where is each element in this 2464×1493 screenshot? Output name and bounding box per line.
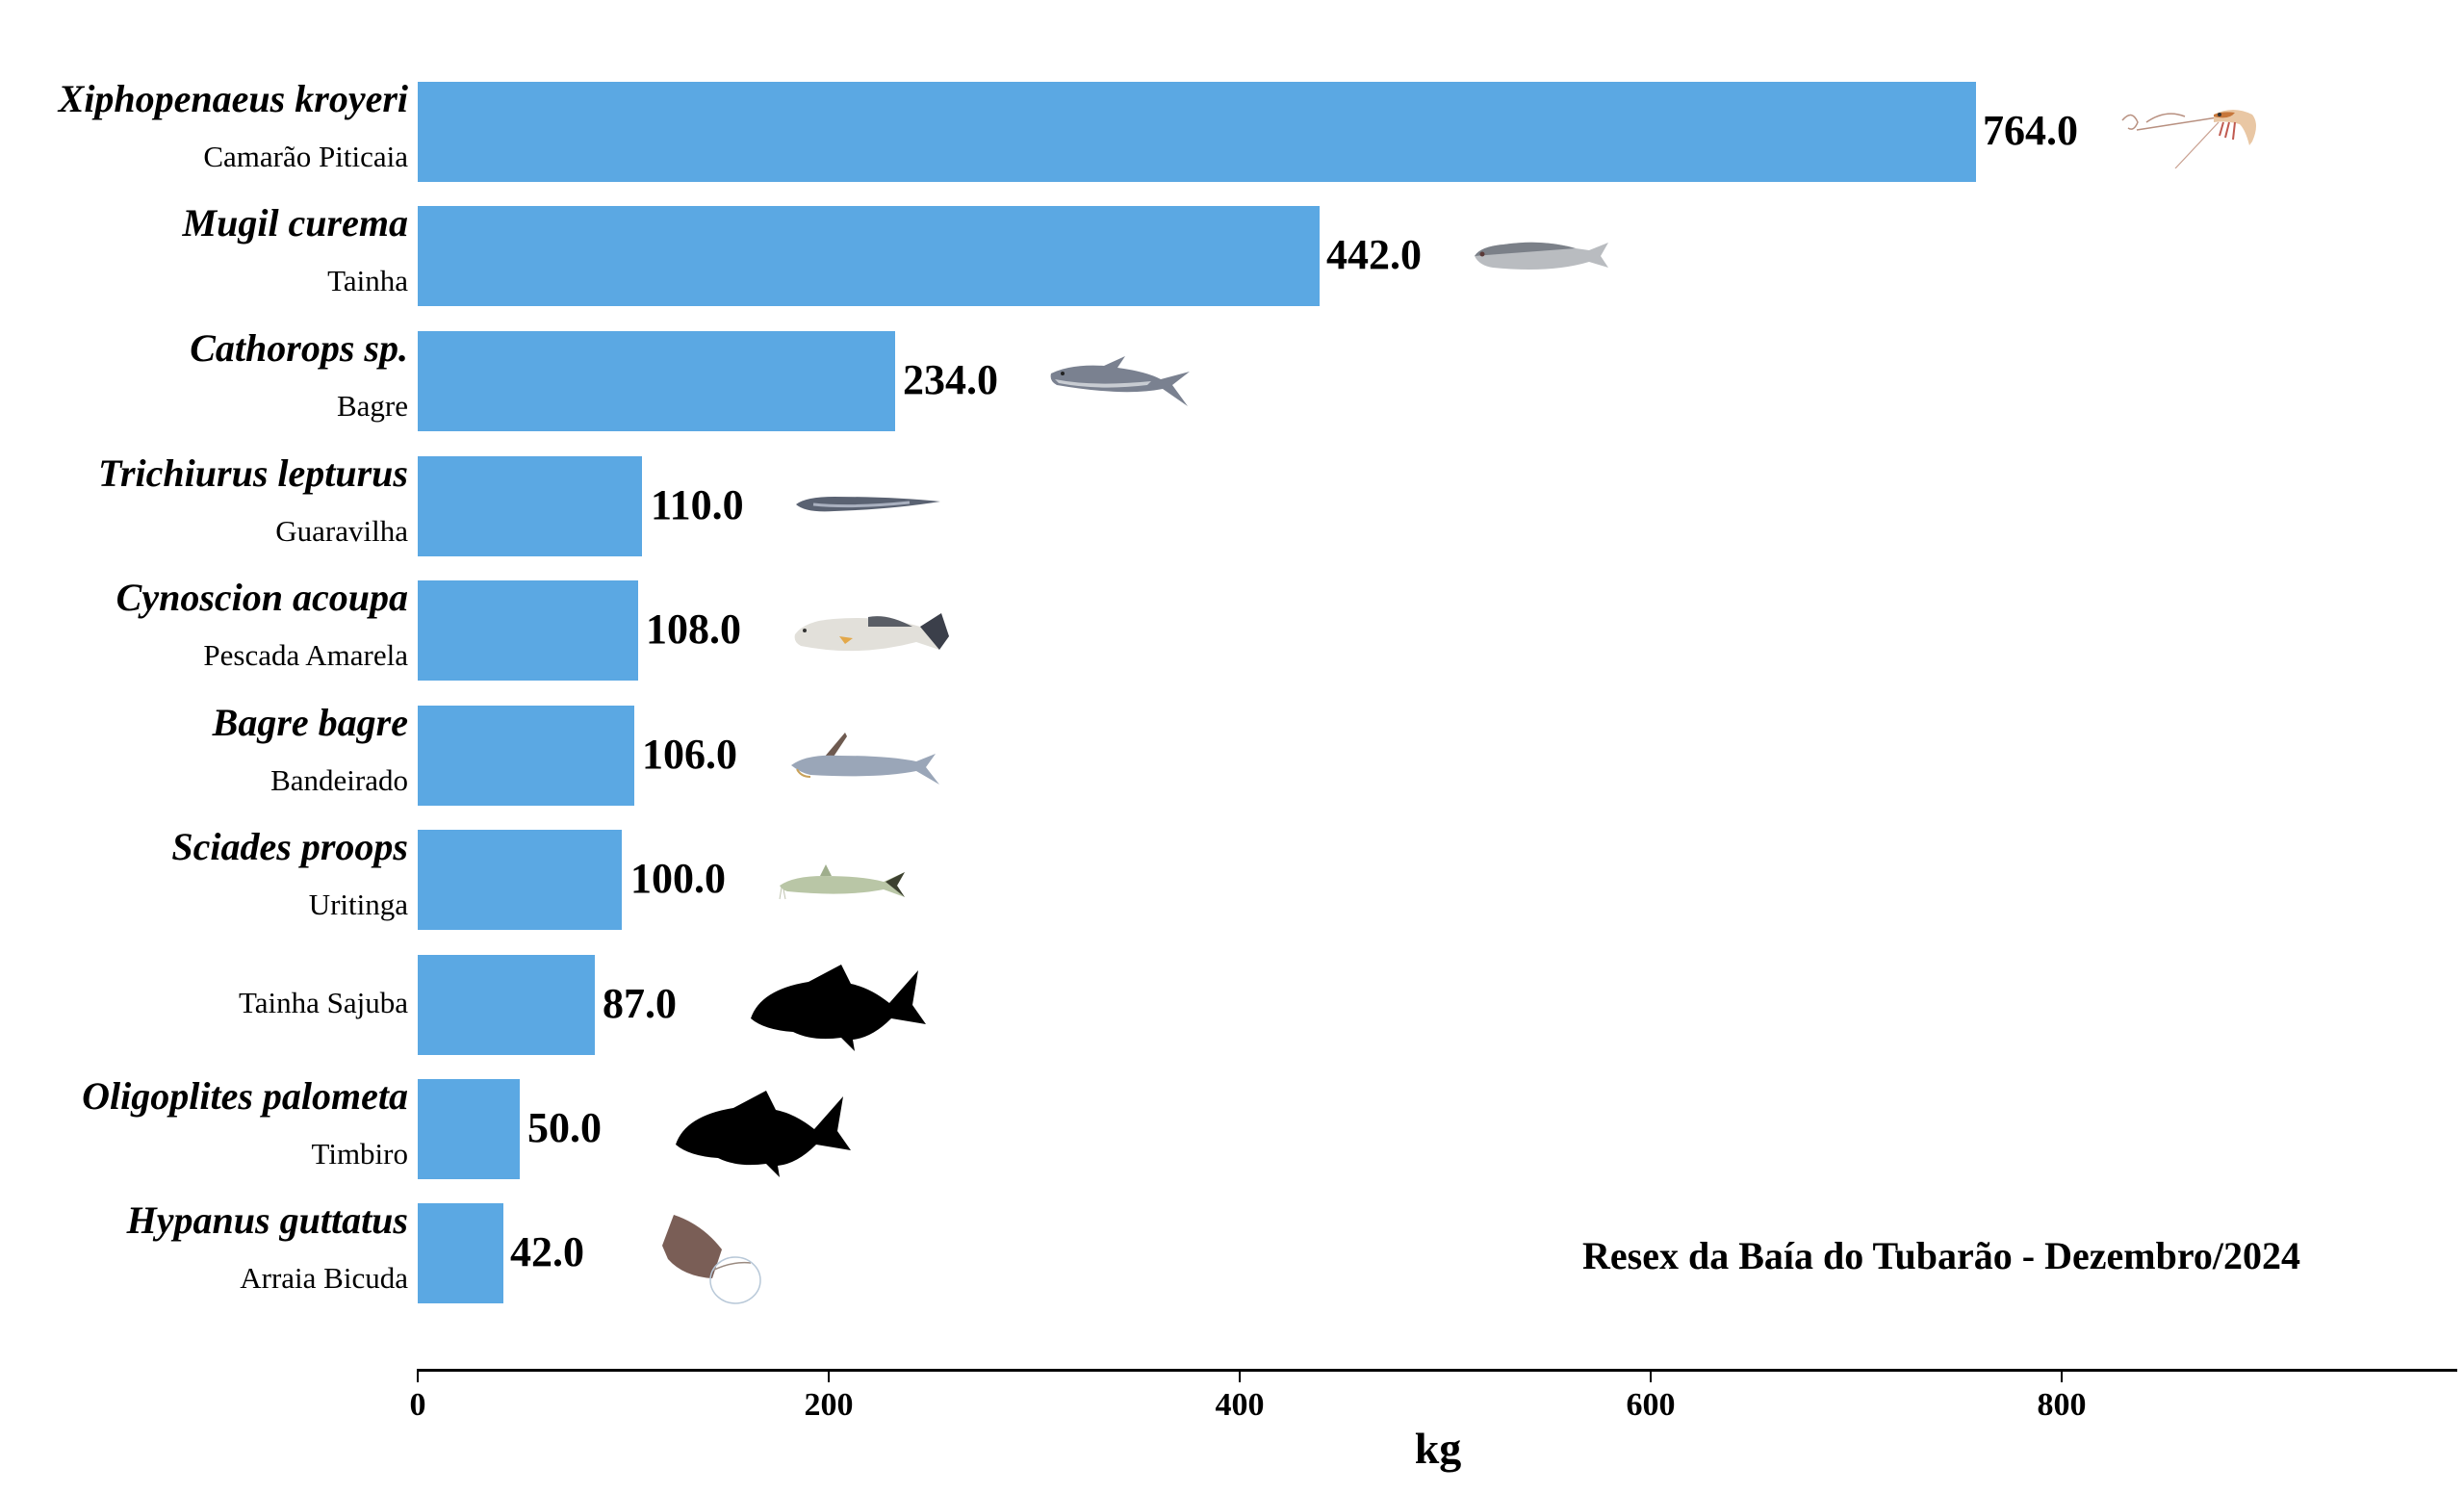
x-tick: [2061, 1371, 2063, 1382]
flag-catfish-icon: [791, 733, 939, 785]
x-tick-label: 200: [804, 1387, 854, 1423]
bar: [418, 706, 634, 806]
bar: [418, 456, 642, 556]
x-tick-label: 0: [409, 1387, 426, 1423]
value-label: 87.0: [603, 980, 677, 1027]
scientific-name-label: Xiphopenaeus kroyeri: [58, 77, 408, 120]
bar-row: Cynoscion acoupa Pescada Amarela 108.0: [0, 576, 2464, 681]
value-label: 106.0: [642, 731, 737, 778]
bar-row: Trichiurus lepturus Guaravilha 110.0: [0, 452, 2464, 556]
scientific-name-label: Cathorops sp.: [190, 326, 408, 370]
bar-row: Mugil curema Tainha 442.0: [0, 202, 2464, 306]
x-axis: [417, 1369, 2457, 1372]
cutlassfish-icon: [796, 497, 940, 512]
stingray-icon: [662, 1215, 761, 1304]
common-name-label: Guaravilha: [275, 514, 408, 548]
mullet-fish-icon: [1475, 242, 1608, 270]
x-tick-label: 600: [1626, 1387, 1676, 1423]
scientific-name-label: Hypanus guttatus: [126, 1198, 408, 1242]
value-label: 442.0: [1326, 231, 1422, 278]
bar-row: Sciades proops Uritinga 100.0: [0, 826, 2464, 930]
value-label: 108.0: [646, 605, 741, 653]
fish-silhouette-icon: [676, 1091, 851, 1177]
common-name-label: Bagre: [336, 389, 408, 423]
common-name-label: Tainha: [327, 264, 408, 297]
x-tick-label: 800: [2037, 1387, 2087, 1423]
bar-row: Xiphopenaeus kroyeri Camarão Piticaia 76…: [0, 78, 2464, 182]
x-tick: [1239, 1371, 1241, 1382]
common-name-label: Timbiro: [311, 1137, 408, 1171]
common-name-label: Tainha Sajuba: [238, 986, 408, 1019]
common-name-label: Pescada Amarela: [203, 638, 408, 672]
x-tick: [828, 1371, 830, 1382]
x-tick: [417, 1371, 419, 1382]
common-name-label: Bandeirado: [270, 763, 408, 797]
bar: [418, 331, 895, 431]
bar: [418, 955, 595, 1055]
scientific-name-label: Cynoscion acoupa: [116, 576, 408, 619]
common-name-label: Camarão Piticaia: [203, 140, 408, 173]
common-name-label: Arraia Bicuda: [240, 1261, 408, 1295]
scientific-name-label: Sciades proops: [171, 825, 408, 868]
bar: [418, 82, 1976, 182]
scientific-name-label: Trichiurus lepturus: [98, 451, 408, 495]
bar: [418, 206, 1320, 306]
value-label: 100.0: [630, 855, 726, 902]
sea-catfish-icon: [779, 864, 905, 900]
x-tick: [1650, 1371, 1652, 1382]
scientific-name-label: Bagre bagre: [212, 701, 408, 744]
bar-row: Hypanus guttatus Arraia Bicuda 42.0: [0, 1199, 2464, 1304]
scientific-name-label: Mugil curema: [182, 201, 408, 245]
bar: [418, 1203, 503, 1303]
value-label: 110.0: [651, 481, 744, 528]
value-label: 764.0: [1983, 107, 2078, 154]
bar-row: Bagre bagre Bandeirado 106.0: [0, 702, 2464, 806]
bar: [418, 1079, 520, 1179]
value-label: 50.0: [527, 1104, 602, 1151]
bar-row: Tainha Sajuba 87.0: [0, 955, 2464, 1055]
common-name-label: Uritinga: [308, 888, 408, 921]
bar: [418, 580, 638, 681]
bar-row: Oligoplites palometa Timbiro 50.0: [0, 1075, 2464, 1179]
x-axis-label: kg: [1414, 1424, 1462, 1473]
x-tick-label: 400: [1215, 1387, 1265, 1423]
bar: [418, 830, 622, 930]
weakfish-icon: [794, 613, 949, 652]
shrimp-icon: [2121, 110, 2256, 168]
bar-row: Cathorops sp. Bagre 234.0: [0, 327, 2464, 431]
chart-annotation: Resex da Baía do Tubarão - Dezembro/2024: [1582, 1234, 2300, 1277]
fish-silhouette-icon: [751, 965, 926, 1051]
catfish-icon: [1050, 356, 1190, 406]
value-label: 234.0: [903, 356, 998, 403]
value-label: 42.0: [510, 1228, 584, 1275]
scientific-name-label: Oligoplites palometa: [82, 1074, 408, 1118]
